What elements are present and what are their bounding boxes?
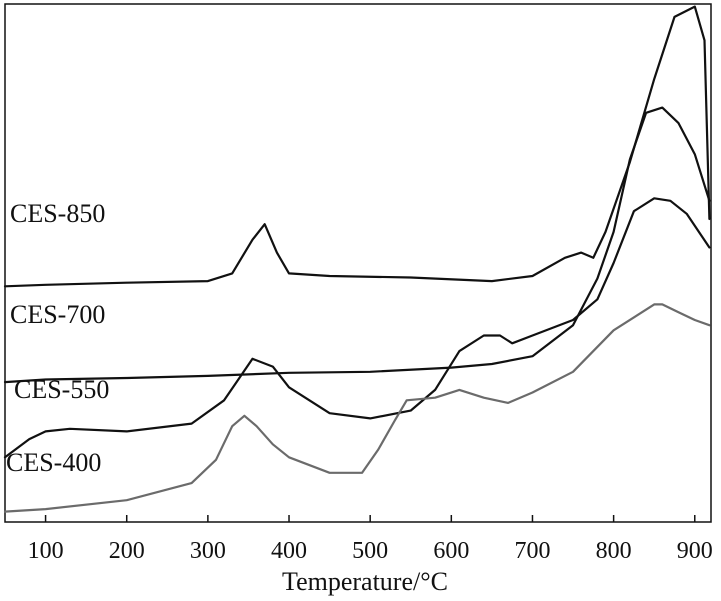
x-tick-label: 300 (190, 538, 226, 564)
x-tick-label: 800 (596, 538, 632, 564)
x-tick-label: 500 (352, 538, 388, 564)
series-label-ces-400: CES-400 (6, 448, 101, 477)
x-tick-label: 400 (271, 538, 307, 564)
series-line-ces-550 (3, 197, 711, 459)
series-label-ces-700: CES-700 (10, 300, 105, 329)
x-tick-label: 200 (109, 538, 145, 564)
series-line-ces-850 (3, 5, 711, 288)
series-line-ces-700 (3, 106, 711, 384)
x-tick-label: 600 (433, 538, 469, 564)
series-label-ces-850: CES-850 (10, 199, 105, 228)
series-lines (3, 5, 711, 513)
x-tick-label: 100 (28, 538, 64, 564)
x-tick-label: 900 (677, 538, 713, 564)
series-label-ces-550: CES-550 (14, 375, 109, 404)
series-line-ces-400 (3, 303, 711, 513)
x-tick-label: 700 (514, 538, 550, 564)
x-axis-title: Temperature/°C (282, 567, 448, 596)
x-axis-ticks: 100 200 300 400 500 600 700 800 900 (28, 515, 713, 564)
plot-frame (4, 3, 712, 523)
